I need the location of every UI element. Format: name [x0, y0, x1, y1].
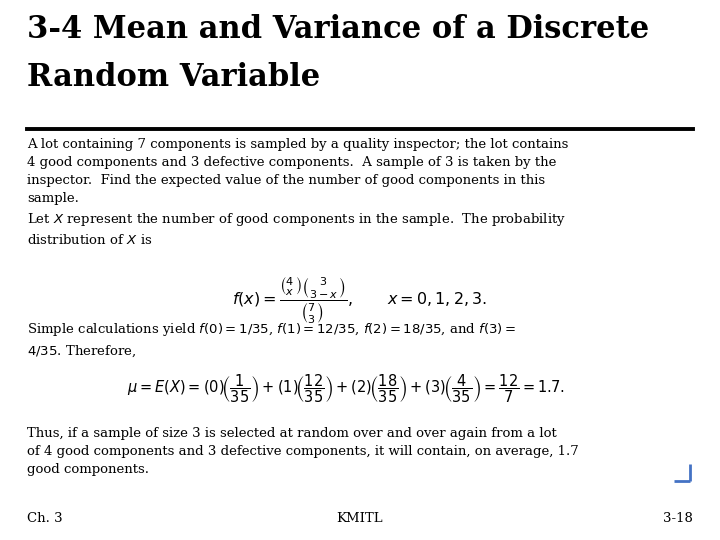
Text: Ch. 3: Ch. 3 [27, 512, 63, 525]
Text: Thus, if a sample of size 3 is selected at random over and over again from a lot: Thus, if a sample of size 3 is selected … [27, 427, 579, 476]
Text: Random Variable: Random Variable [27, 62, 320, 93]
Text: 3-18: 3-18 [663, 512, 693, 525]
Text: 3-4 Mean and Variance of a Discrete: 3-4 Mean and Variance of a Discrete [27, 14, 649, 44]
Text: KMITL: KMITL [337, 512, 383, 525]
Text: Simple calculations yield $f(0) = 1/35$, $f(1) = 12/35$, $f(2) = 18/35$, and $f(: Simple calculations yield $f(0) = 1/35$,… [27, 321, 516, 360]
Text: $\mu = E(X) = (0)\!\left(\dfrac{1}{35}\right) + (1)\!\left(\dfrac{12}{35}\right): $\mu = E(X) = (0)\!\left(\dfrac{1}{35}\r… [127, 373, 564, 405]
Text: $f(x) = \dfrac{\binom{4}{x}\binom{3}{3-x}}{\binom{7}{3}}, \qquad x = 0, 1, 2, 3.: $f(x) = \dfrac{\binom{4}{x}\binom{3}{3-x… [233, 275, 487, 326]
Text: A lot containing 7 components is sampled by a quality inspector; the lot contain: A lot containing 7 components is sampled… [27, 138, 569, 247]
